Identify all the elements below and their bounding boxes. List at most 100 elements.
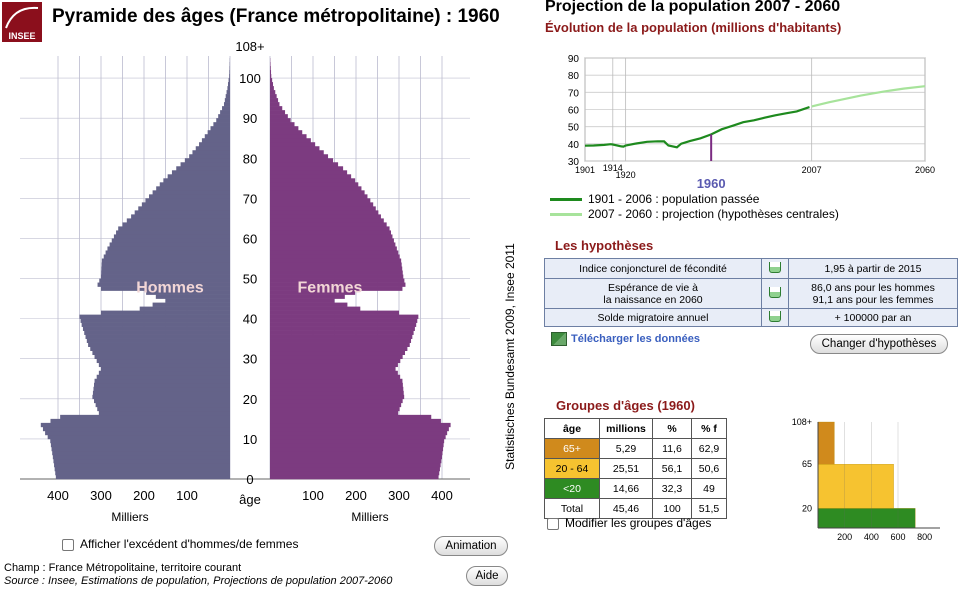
women-bar	[270, 386, 404, 392]
edit-fertility-icon[interactable]	[761, 258, 789, 279]
women-bar	[270, 230, 392, 235]
modify-groups-checkbox[interactable]: Modifier les groupes d'âges	[547, 516, 711, 530]
age-tick-label: 20	[243, 392, 257, 407]
men-bar	[113, 234, 230, 239]
men-bar	[101, 262, 231, 267]
age-tick-label: 70	[243, 191, 257, 206]
men-bar	[88, 342, 230, 347]
women-bar	[270, 270, 403, 275]
change-hypotheses-button[interactable]: Changer d'hypothèses	[810, 334, 948, 354]
men-bar	[50, 418, 230, 424]
women-bar	[270, 238, 394, 243]
women-bar	[270, 142, 316, 147]
table-row: <20 14,66 32,3 49	[544, 478, 727, 499]
women-bar	[270, 458, 442, 464]
women-bar	[270, 430, 448, 436]
women-bar	[270, 282, 406, 287]
table-cell: 45,46	[599, 498, 653, 519]
women-bar	[270, 114, 288, 119]
page-title: Pyramide des âges (France métropolitaine…	[52, 6, 500, 27]
men-bar	[155, 294, 230, 299]
men-bar	[149, 194, 230, 199]
x-tick-label: 1901	[575, 165, 595, 175]
men-bar	[107, 246, 230, 251]
women-bar	[270, 378, 403, 384]
women-bar	[270, 294, 345, 299]
men-bar	[101, 310, 230, 315]
women-bar	[270, 394, 405, 400]
table-header-row: âge millions % % f	[544, 418, 727, 439]
download-data-link[interactable]: Télécharger les données	[551, 332, 700, 346]
women-bar	[270, 122, 295, 127]
table-cell: 5,29	[599, 438, 653, 459]
copyright-text: © Statistisches Bundesamt 2009, Insee 20…	[503, 243, 517, 470]
men-bar	[152, 190, 230, 195]
table-cell: Total	[544, 498, 600, 519]
y-tick-label: 90	[568, 54, 580, 65]
help-button[interactable]: Aide	[466, 566, 508, 586]
men-bar	[159, 182, 230, 187]
women-bar	[270, 70, 272, 75]
men-bar	[207, 130, 230, 135]
women-label: Femmes	[298, 280, 363, 297]
women-bar	[270, 62, 271, 67]
hypothesis-row-life-expectancy: Espérance de vie à la naissance en 2060 8…	[544, 278, 958, 309]
women-bar	[270, 298, 335, 303]
men-bar	[134, 210, 230, 215]
table-cell: 49	[691, 478, 727, 499]
women-bar	[270, 446, 444, 452]
hypothesis-value: + 100000 par an	[788, 308, 958, 327]
hypotheses-title: Les hypothèses	[555, 238, 654, 253]
y-tick-label: 50	[568, 123, 580, 134]
women-bar	[270, 198, 371, 203]
y-tick-label: 30	[568, 157, 580, 168]
men-bar	[53, 458, 230, 464]
men-bar	[167, 174, 230, 179]
y-tick-label: 70	[568, 88, 580, 99]
checkbox-box[interactable]	[547, 517, 559, 530]
hypothesis-row-migration: Solde migratoire annuel + 100000 par an	[544, 308, 958, 327]
animation-button[interactable]: Animation	[434, 536, 508, 556]
women-bar	[270, 166, 344, 171]
hypothesis-value-line: 91,1 ans pour les femmes	[812, 293, 934, 306]
men-bar	[101, 270, 230, 275]
women-bar	[270, 134, 307, 139]
women-bar	[270, 194, 368, 199]
men-bar	[55, 474, 230, 480]
women-bar	[270, 66, 271, 71]
men-bar	[109, 242, 230, 247]
women-bar	[270, 258, 402, 263]
men-bar	[111, 238, 230, 243]
edit-life-expectancy-icon[interactable]	[761, 278, 789, 309]
hypothesis-label: Indice conjoncturel de fécondité	[544, 258, 762, 279]
women-bar	[270, 206, 376, 211]
checkbox-box[interactable]	[62, 538, 74, 551]
women-bar	[270, 174, 352, 179]
women-bar	[270, 162, 339, 167]
women-bar	[270, 286, 403, 291]
women-bar	[270, 278, 405, 283]
legend-item-projection: 2007 - 2060 : projection (hypothèses cen…	[550, 207, 839, 221]
men-bar	[220, 110, 230, 115]
logo-text: INSEE	[8, 31, 35, 41]
past-population-line	[584, 106, 810, 149]
men-bar	[101, 286, 230, 291]
y-tick-label: 60	[568, 106, 580, 117]
excess-checkbox[interactable]: Afficher l'excédent d'hommes/de femmes	[62, 537, 298, 551]
hypothesis-value: 1,95 à partir de 2015	[788, 258, 958, 279]
table-total-row: Total 45,46 100 51,5	[544, 498, 727, 519]
x-tick-label: 100	[302, 488, 324, 503]
history-subtitle: Évolution de la population (millions d'h…	[545, 20, 842, 35]
women-bar	[270, 78, 273, 83]
men-bar	[47, 434, 231, 440]
women-bar	[270, 246, 397, 251]
age-pyramid-chart: 0 10 20 30 40 50 60 70 80 90 100 108+ Hommes Femmes 40…	[20, 39, 470, 524]
edit-migration-icon[interactable]	[761, 308, 789, 327]
table-cell: 51,5	[691, 498, 727, 519]
men-bar	[90, 346, 230, 352]
column-header: %	[652, 418, 692, 439]
women-bar	[270, 318, 418, 323]
x-tick-label: 400	[431, 488, 453, 503]
women-bar	[270, 170, 348, 175]
